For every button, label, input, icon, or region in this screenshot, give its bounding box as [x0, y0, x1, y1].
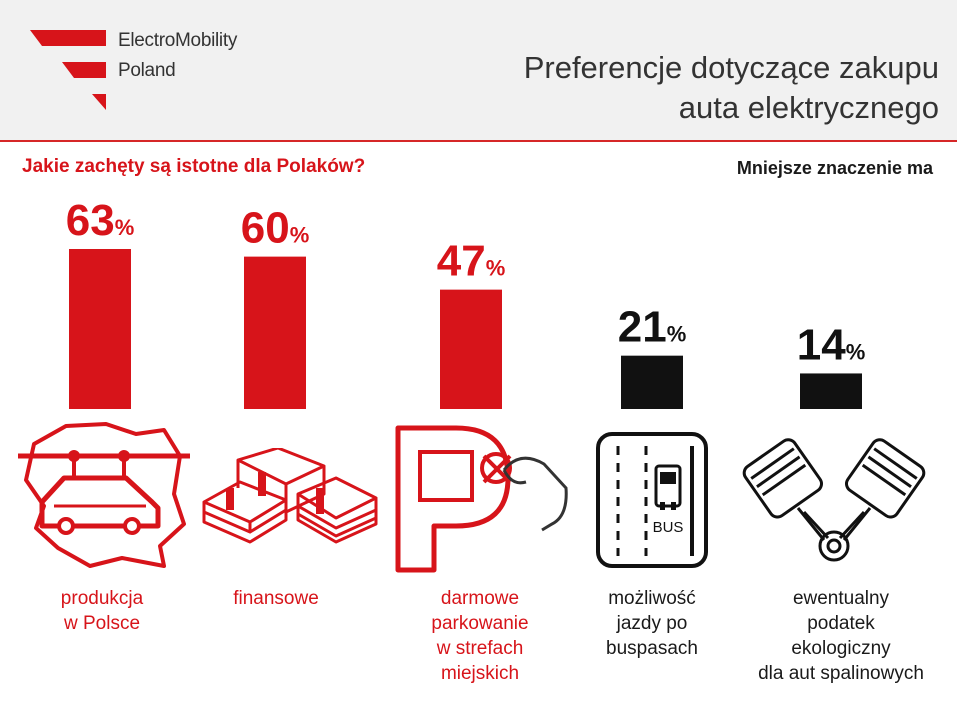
header-divider [0, 140, 957, 142]
bar-1 [244, 256, 306, 409]
subtitle-left: Jakie zachęty są istotne dla Polaków? [22, 156, 366, 177]
title-line1: Preferencje dotyczące zakupu [523, 50, 939, 85]
value-label-0: 63% [66, 196, 135, 245]
subtitle-right: Mniejsze znaczenie ma [736, 158, 933, 178]
poland-map-car-icon [18, 422, 190, 568]
header-band: ElectroMobility Poland Preferencje dotyc… [0, 0, 957, 140]
value-label-2: 47% [437, 237, 506, 286]
title-line2: auta elektrycznego [678, 90, 939, 125]
bus-lane-icon: BUS [596, 432, 708, 568]
value-label-3: 21% [618, 303, 687, 352]
label-produkcja: produkcja w Polsce [60, 588, 144, 634]
label-parkowanie: darmowe parkowanie w strefach miejskich [431, 588, 529, 684]
logo-text-line1: ElectroMobility [118, 30, 238, 51]
bar-4 [800, 373, 862, 409]
bar-0 [69, 249, 131, 409]
logo-mark-icon [30, 30, 106, 110]
bus-sign-text: BUS [653, 519, 684, 536]
value-label-1: 60% [241, 204, 310, 253]
bar-3 [621, 355, 683, 409]
label-buspasy: możliwość jazdy po buspasach [606, 588, 698, 659]
label-finansowe: finansowe [233, 588, 319, 609]
label-podatek: ewentualny podatek ekologiczny dla aut s… [758, 588, 924, 684]
money-stacks-icon [202, 448, 378, 544]
engine-pistons-icon [742, 438, 926, 562]
page-title: Preferencje dotyczące zakupu auta elektr… [419, 48, 939, 128]
parking-sign-icon [395, 425, 568, 573]
bar-2 [440, 289, 502, 409]
logo-text-line2: Poland [118, 60, 176, 81]
value-label-4: 14% [797, 320, 866, 369]
